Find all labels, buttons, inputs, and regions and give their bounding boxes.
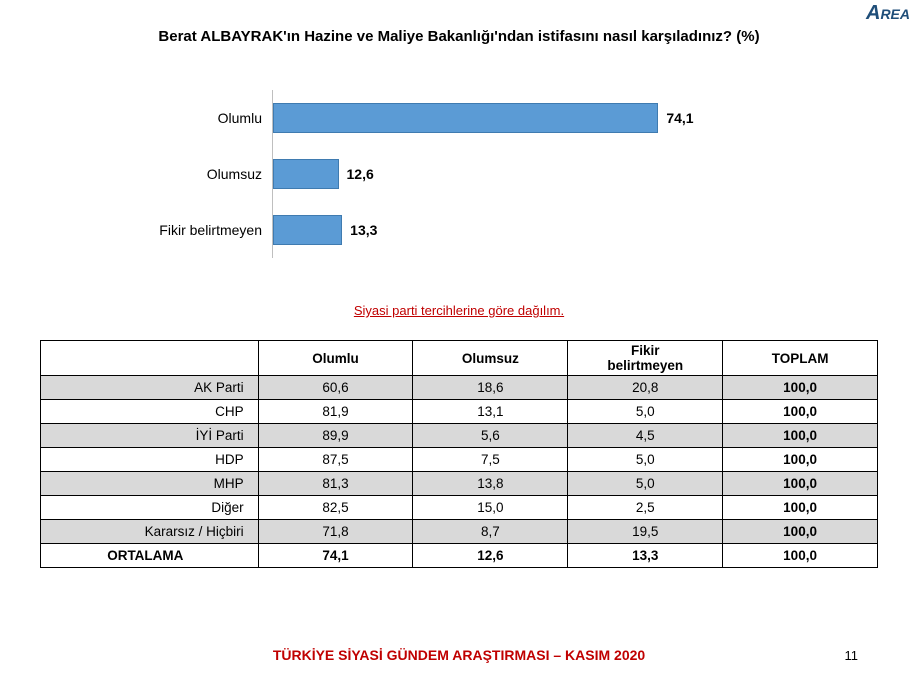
row-header: AK Parti	[41, 376, 259, 400]
table-cell: 71,8	[258, 520, 413, 544]
row-header: CHP	[41, 400, 259, 424]
table-cell: 13,3	[568, 544, 723, 568]
bar-label: Fikir belirtmeyen	[90, 222, 272, 238]
table-row: CHP81,913,15,0100,0	[41, 400, 878, 424]
page-title: Berat ALBAYRAK'ın Hazine ve Maliye Bakan…	[0, 28, 918, 45]
party-breakdown-table: OlumluOlumsuzFikirbelirtmeyenTOPLAMAK Pa…	[40, 340, 878, 568]
bar	[273, 103, 658, 133]
table-cell: 12,6	[413, 544, 568, 568]
row-header: HDP	[41, 448, 259, 472]
table-row-average: ORTALAMA74,112,613,3100,0	[41, 544, 878, 568]
table-cell: 13,1	[413, 400, 568, 424]
table-cell: 100,0	[723, 520, 878, 544]
table-cell: 82,5	[258, 496, 413, 520]
table-cell: 100,0	[723, 400, 878, 424]
table-cell: 20,8	[568, 376, 723, 400]
table-cell: 2,5	[568, 496, 723, 520]
bar-row: Olumlu 74,1	[90, 90, 830, 146]
table-cell: 8,7	[413, 520, 568, 544]
table-cell: 5,0	[568, 472, 723, 496]
column-header: Olumlu	[258, 341, 413, 376]
column-header: TOPLAM	[723, 341, 878, 376]
bar-label: Olumlu	[90, 110, 272, 126]
table-cell: 87,5	[258, 448, 413, 472]
table-cell: 81,9	[258, 400, 413, 424]
bar-label: Olumsuz	[90, 166, 272, 182]
table-row: MHP81,313,85,0100,0	[41, 472, 878, 496]
table-cell: 13,8	[413, 472, 568, 496]
row-header: MHP	[41, 472, 259, 496]
bar-row: Olumsuz 12,6	[90, 146, 830, 202]
report-footer: TÜRKİYE SİYASİ GÜNDEM ARAŞTIRMASI – KASI…	[0, 647, 918, 663]
table-cell: 74,1	[258, 544, 413, 568]
table-row: AK Parti60,618,620,8100,0	[41, 376, 878, 400]
bar-value: 13,3	[350, 222, 377, 238]
table-cell: 81,3	[258, 472, 413, 496]
bar-value: 12,6	[347, 166, 374, 182]
row-header: ORTALAMA	[41, 544, 259, 568]
table-cell: 100,0	[723, 544, 878, 568]
table-row: İYİ Parti89,95,64,5100,0	[41, 424, 878, 448]
table-cell: 100,0	[723, 472, 878, 496]
table-cell: 100,0	[723, 496, 878, 520]
table-cell: 7,5	[413, 448, 568, 472]
row-header: Kararsız / Hiçbiri	[41, 520, 259, 544]
row-header: İYİ Parti	[41, 424, 259, 448]
brand-logo: AREA	[866, 2, 910, 25]
table-cell: 89,9	[258, 424, 413, 448]
table-cell: 60,6	[258, 376, 413, 400]
table-cell: 5,6	[413, 424, 568, 448]
table-cell: 100,0	[723, 376, 878, 400]
table-row: Diğer82,515,02,5100,0	[41, 496, 878, 520]
column-header: Olumsuz	[413, 341, 568, 376]
page-number: 11	[845, 648, 859, 663]
table-cell: 4,5	[568, 424, 723, 448]
table-cell: 18,6	[413, 376, 568, 400]
table-cell: 100,0	[723, 424, 878, 448]
bar	[273, 159, 339, 189]
bar-row: Fikir belirtmeyen 13,3	[90, 202, 830, 258]
table-row: Kararsız / Hiçbiri71,88,719,5100,0	[41, 520, 878, 544]
column-header	[41, 341, 259, 376]
table-cell: 19,5	[568, 520, 723, 544]
table-cell: 5,0	[568, 400, 723, 424]
table-cell: 15,0	[413, 496, 568, 520]
table-row: HDP87,57,55,0100,0	[41, 448, 878, 472]
table-cell: 5,0	[568, 448, 723, 472]
bar	[273, 215, 342, 245]
column-header: Fikirbelirtmeyen	[568, 341, 723, 376]
table-subheading: Siyasi parti tercihlerine göre dağılım.	[0, 303, 918, 318]
bar-value: 74,1	[666, 110, 693, 126]
table-cell: 100,0	[723, 448, 878, 472]
response-bar-chart: Olumlu 74,1 Olumsuz 12,6 Fikir belirtmeyen 13…	[90, 90, 830, 258]
row-header: Diğer	[41, 496, 259, 520]
